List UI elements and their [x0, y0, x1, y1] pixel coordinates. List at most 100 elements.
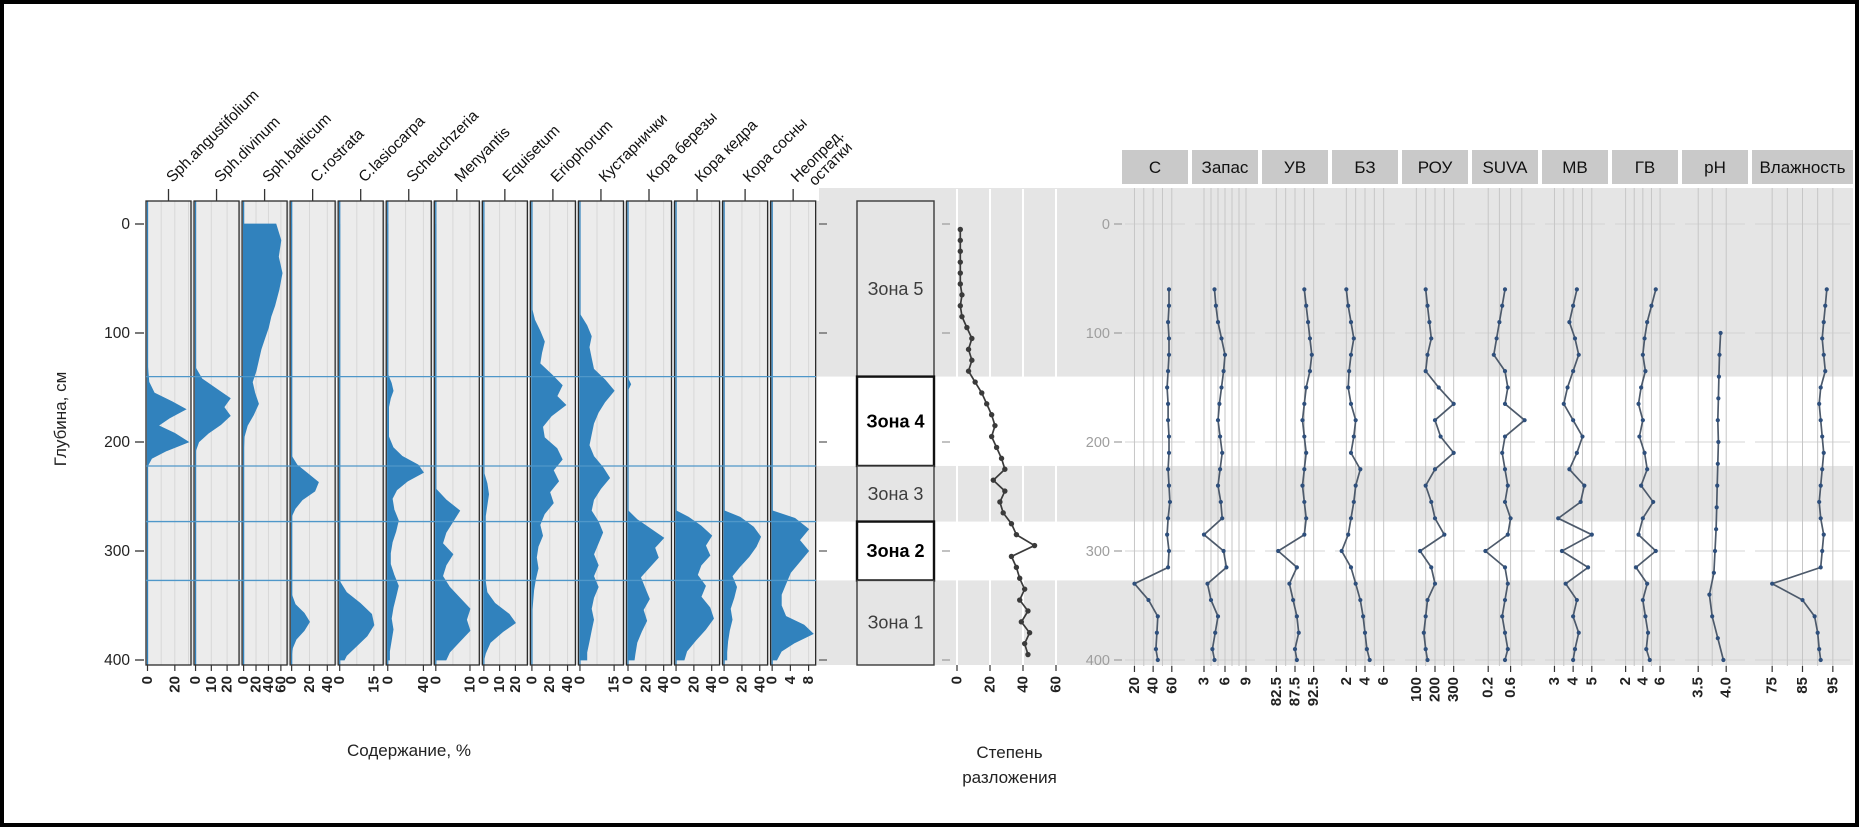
- column-point: [1571, 369, 1576, 374]
- decomp-tick-label: 60: [1048, 676, 1065, 693]
- column-point: [1500, 450, 1505, 455]
- column-header-label: ГВ: [1635, 158, 1656, 177]
- column-point: [1165, 320, 1171, 325]
- column-header: [1682, 150, 1748, 184]
- column-point: [1302, 401, 1307, 406]
- column-point: [1166, 287, 1172, 292]
- zone-label: Зона 4: [866, 411, 924, 431]
- column-point: [1639, 483, 1644, 488]
- column-tick-label: 9: [1238, 677, 1255, 685]
- decomposition-point: [979, 390, 985, 396]
- species-panel: [290, 201, 336, 665]
- column-point: [1505, 581, 1510, 586]
- column-point: [1425, 597, 1430, 603]
- column-point: [1304, 385, 1309, 390]
- panel-tick-label: 0: [571, 676, 588, 684]
- column-point: [1818, 657, 1823, 663]
- depth-tick-label: 200: [104, 434, 130, 451]
- column-point: [1502, 287, 1508, 292]
- species-silhouette: [771, 223, 814, 661]
- column-point: [1353, 483, 1358, 488]
- column-point: [1417, 548, 1423, 554]
- column-point: [1302, 287, 1307, 292]
- column-point: [1218, 434, 1223, 439]
- column-point: [1165, 467, 1171, 472]
- species-panel: [338, 201, 384, 665]
- panel-tick-label: 60: [272, 676, 289, 693]
- panel-tick-label: 20: [301, 676, 318, 693]
- column-tick-label: 300: [1445, 677, 1462, 702]
- column-point: [1645, 467, 1650, 472]
- zone-box: [856, 579, 935, 666]
- column-point: [1572, 336, 1578, 341]
- column-point: [1640, 516, 1645, 521]
- column-point: [1166, 450, 1172, 455]
- decomposition-axis-title: Степень разложения: [932, 741, 1087, 790]
- column-tick-label: 4.0: [1718, 677, 1735, 698]
- column-point: [1222, 352, 1228, 357]
- column-header: [1752, 150, 1853, 184]
- column-point: [1645, 320, 1650, 325]
- decomposition-point: [969, 335, 975, 342]
- zone-label: Зона 2: [866, 541, 924, 561]
- column-point: [1633, 565, 1639, 570]
- column-tick-label: 95: [1824, 677, 1841, 694]
- column-point: [1505, 483, 1510, 488]
- zone-band: [819, 465, 1853, 522]
- column-point: [1567, 467, 1572, 472]
- column-tick-label: 2: [1338, 677, 1355, 685]
- column-point: [1215, 483, 1221, 488]
- decomposition-point: [998, 455, 1005, 462]
- column-header-label: Влажность: [1759, 158, 1845, 177]
- column-point: [1346, 303, 1351, 308]
- column-point: [1165, 532, 1170, 537]
- column-point: [1425, 303, 1430, 308]
- decomposition-point: [1025, 651, 1031, 658]
- column-point: [1348, 450, 1354, 455]
- zone-box: [856, 465, 935, 523]
- decomposition-point: [992, 422, 998, 429]
- column-point: [1818, 418, 1823, 423]
- column-point: [1348, 565, 1354, 570]
- panel-tick-label: 0: [379, 676, 396, 684]
- decomposition-point: [957, 237, 963, 244]
- decomposition-point: [959, 292, 965, 298]
- column-point: [1820, 467, 1825, 472]
- decomposition-point: [1013, 531, 1020, 538]
- column-point: [1344, 287, 1349, 292]
- column-tick-label: 4: [1357, 676, 1374, 685]
- column-point: [1821, 532, 1826, 537]
- column-point: [1165, 565, 1171, 570]
- column-point: [1421, 630, 1426, 635]
- column-header-label: БЗ: [1354, 158, 1375, 177]
- decomposition-point: [965, 368, 972, 374]
- column-point: [1218, 467, 1223, 472]
- right-depth-label: 300: [1086, 544, 1110, 560]
- panel-tick-label: 0: [764, 676, 781, 684]
- column-point: [1640, 352, 1645, 357]
- column-point: [1294, 614, 1299, 619]
- column-point: [1571, 657, 1576, 663]
- column-point: [1155, 657, 1160, 663]
- column-point: [1309, 352, 1314, 357]
- column-point: [1166, 336, 1172, 341]
- column-header: [1402, 150, 1468, 184]
- column-point: [1717, 352, 1722, 357]
- decomposition-point: [1021, 586, 1028, 592]
- column-point: [1146, 597, 1151, 603]
- column-point: [1502, 434, 1508, 439]
- decomposition-point: [1021, 640, 1028, 647]
- column-point: [1500, 614, 1505, 619]
- column-point: [1574, 450, 1579, 455]
- column-point: [1432, 516, 1438, 521]
- column-point: [1649, 303, 1654, 308]
- column-point: [1574, 287, 1579, 292]
- column-point: [1522, 418, 1527, 423]
- column-point: [1305, 320, 1311, 325]
- column-point: [1224, 565, 1229, 570]
- panel-tick-label: 10: [461, 676, 478, 693]
- column-header-label: УВ: [1284, 158, 1306, 177]
- column-point: [1505, 385, 1510, 390]
- column-point: [1215, 418, 1221, 423]
- column-point: [1220, 516, 1225, 521]
